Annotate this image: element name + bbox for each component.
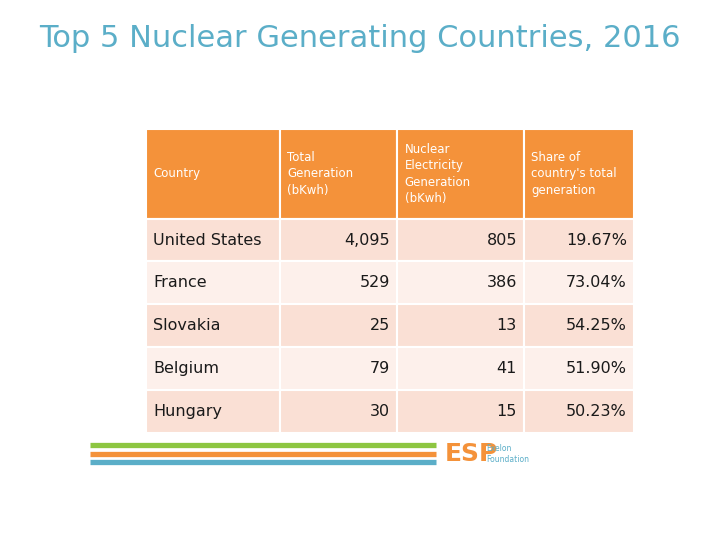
Text: 19.67%: 19.67%	[566, 233, 627, 247]
Text: 41: 41	[497, 361, 517, 376]
Text: Top 5 Nuclear Generating Countries, 2016: Top 5 Nuclear Generating Countries, 2016	[40, 24, 681, 53]
Text: 73.04%: 73.04%	[566, 275, 627, 291]
Text: 25: 25	[370, 318, 390, 333]
Bar	[280, 219, 397, 261]
Bar	[145, 347, 280, 390]
Text: Share of
country's total
generation: Share of country's total generation	[531, 151, 617, 197]
Bar	[145, 390, 280, 433]
Text: 51.90%: 51.90%	[566, 361, 627, 376]
Text: 13: 13	[497, 318, 517, 333]
Text: France: France	[153, 275, 207, 291]
Text: Belgium: Belgium	[153, 361, 219, 376]
Bar	[280, 347, 397, 390]
Text: Country: Country	[153, 167, 200, 180]
Bar	[397, 305, 524, 347]
Bar	[524, 129, 634, 219]
Bar	[397, 347, 524, 390]
Bar	[397, 129, 524, 219]
Text: Hungary: Hungary	[153, 404, 222, 419]
Bar	[280, 261, 397, 305]
Bar	[397, 219, 524, 261]
Text: 805: 805	[487, 233, 517, 247]
Text: United States: United States	[153, 233, 261, 247]
Text: 529: 529	[359, 275, 390, 291]
Bar	[280, 305, 397, 347]
Text: ESP: ESP	[444, 442, 498, 465]
Text: 30: 30	[370, 404, 390, 419]
Bar	[524, 305, 634, 347]
Text: 386: 386	[487, 275, 517, 291]
Text: 50.23%: 50.23%	[566, 404, 627, 419]
Bar	[397, 261, 524, 305]
Text: 4,095: 4,095	[344, 233, 390, 247]
Bar	[145, 219, 280, 261]
Bar	[145, 261, 280, 305]
Text: Total
Generation
(bKwh): Total Generation (bKwh)	[287, 151, 354, 197]
Text: 54.25%: 54.25%	[566, 318, 627, 333]
Text: 79: 79	[370, 361, 390, 376]
Bar	[397, 390, 524, 433]
Bar	[524, 390, 634, 433]
Bar	[280, 390, 397, 433]
Bar	[524, 347, 634, 390]
Text: Slovakia: Slovakia	[153, 318, 220, 333]
Text: 15: 15	[497, 404, 517, 419]
Bar	[524, 261, 634, 305]
Bar	[145, 305, 280, 347]
Bar	[145, 129, 280, 219]
Text: Exelon
Foundation: Exelon Foundation	[486, 443, 529, 464]
Bar	[524, 219, 634, 261]
Bar	[280, 129, 397, 219]
Text: Nuclear
Electricity
Generation
(bKwh): Nuclear Electricity Generation (bKwh)	[405, 143, 471, 205]
